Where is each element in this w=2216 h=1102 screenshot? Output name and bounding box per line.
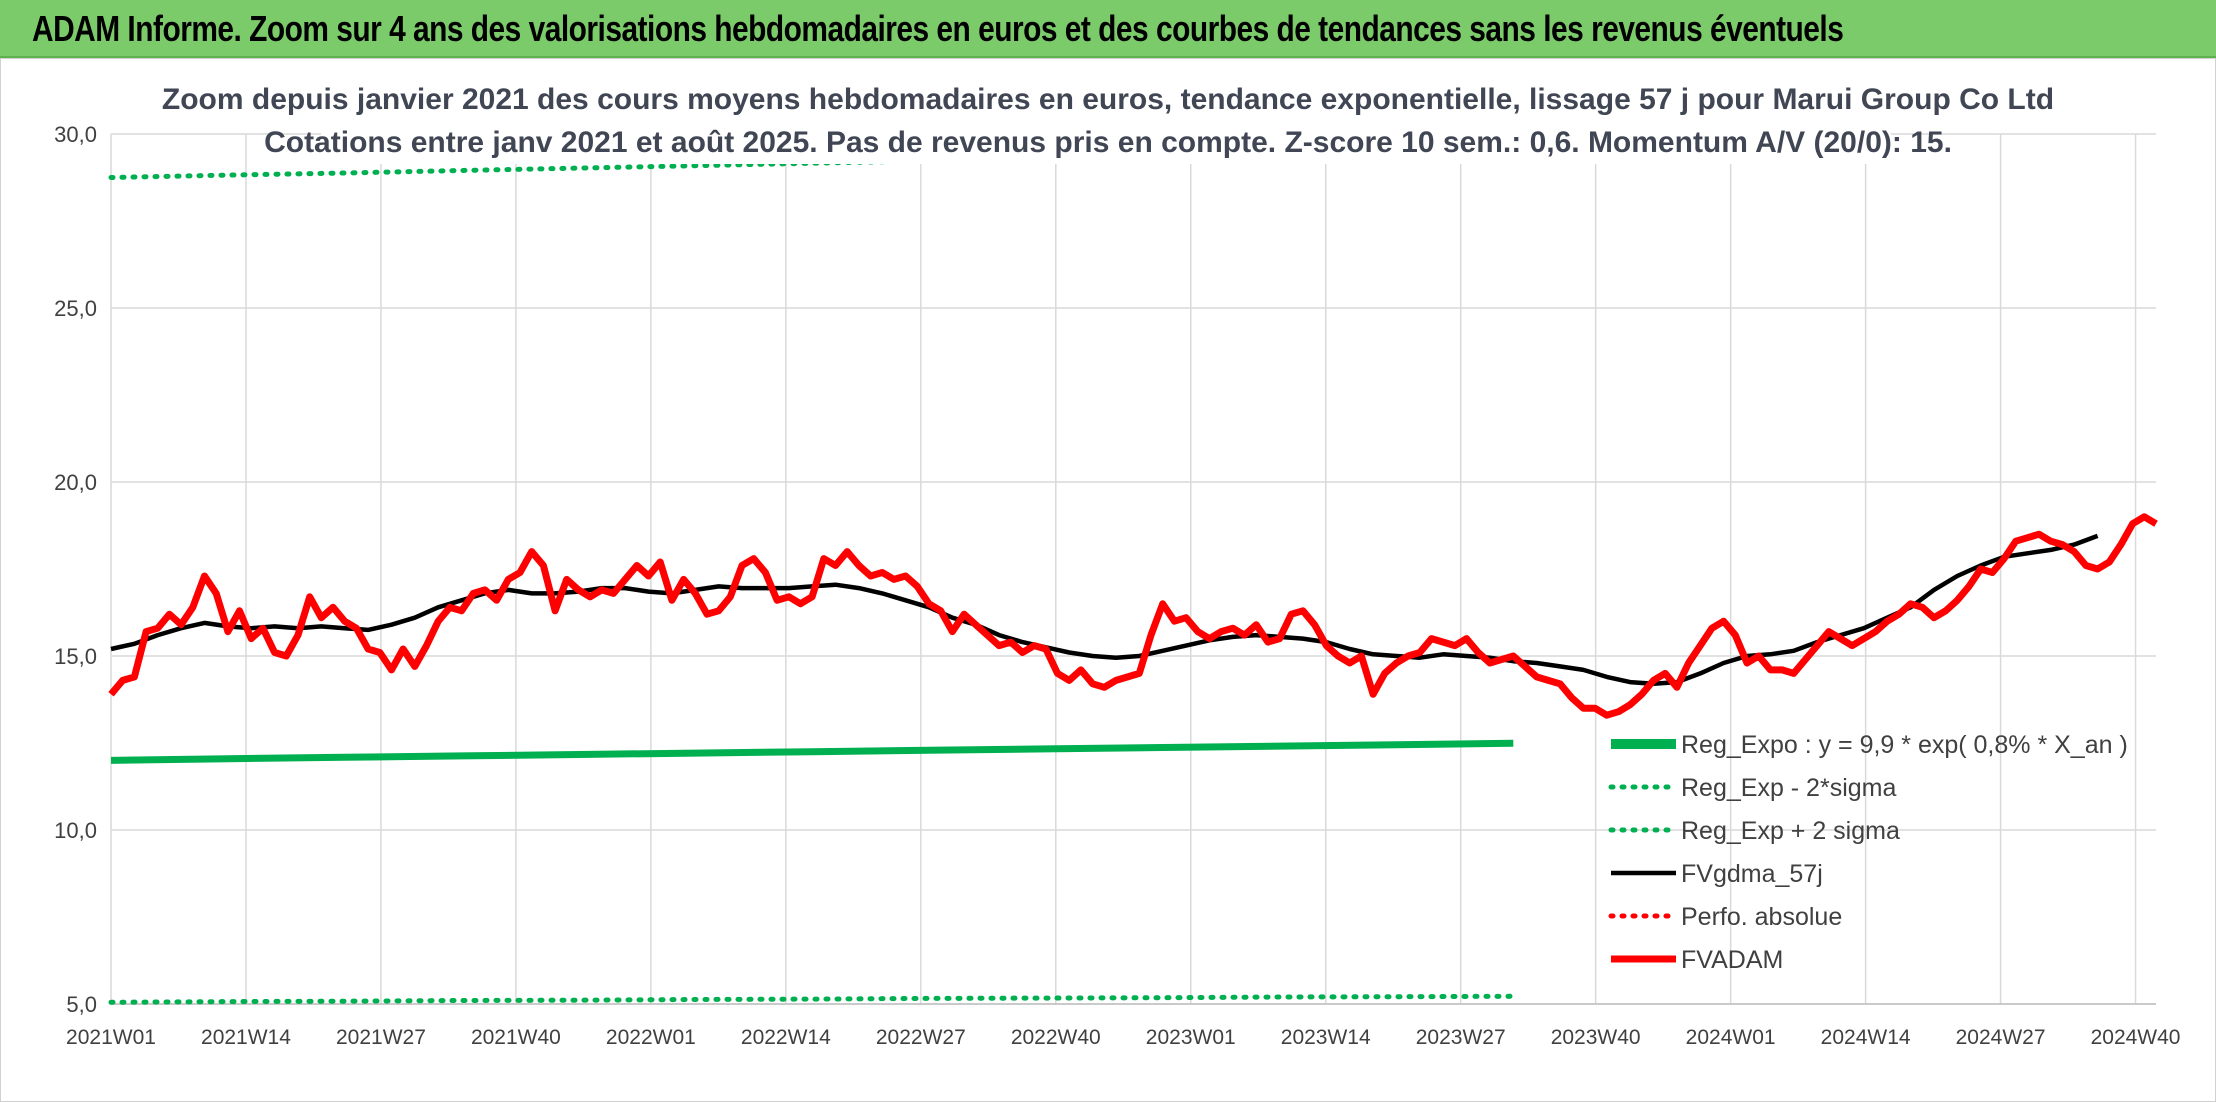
series-line-fvadam [108,513,2158,719]
x-tick-label: 2023W01 [1146,1026,1236,1049]
x-tick-label: 2022W14 [741,1026,831,1049]
x-tick-label: 2021W14 [201,1026,291,1049]
chart-frame: 5,0 10,0 15,0 20,0 25,0 30,0 2021W01 2021W14 20… [0,58,2216,1102]
line-chart: 5,010,015,020,025,030,0 2021W01 2021W14 20… [54,83,2181,1049]
x-tick-label: 2022W01 [606,1026,696,1049]
y-tick-label: 15,0 [54,644,97,669]
subtitle-backdrop [321,124,1891,164]
x-tick-label: 2024W01 [1686,1026,1776,1049]
legend-label: Perfo. absolue [1681,903,1842,931]
y-tick-label: 30,0 [54,122,97,147]
legend: Reg_Expo : y = 9,9 * exp( 0,8% * X_an ) R… [1608,731,2128,974]
y-tick-label: 10,0 [54,818,97,843]
x-tick-label: 2024W27 [1956,1026,2046,1049]
legend-label: FVADAM [1681,946,1783,974]
x-tick-label: 2022W40 [1011,1026,1101,1049]
title-banner: ADAM Informe. Zoom sur 4 ans des valoris… [0,0,2216,58]
legend-label: FVgdma_57j [1681,860,1823,888]
legend-label: Reg_Expo : y = 9,9 * exp( 0,8% * X_an ) [1681,731,2128,759]
chart-grid [110,133,2156,1005]
x-tick-label: 2023W14 [1281,1026,1371,1049]
x-tick-label: 2022W27 [876,1026,966,1049]
series-line-fvgdma-57j [110,533,2099,687]
x-tick-label: 2023W40 [1551,1026,1641,1049]
chart-subtitle-line-1: Zoom depuis janvier 2021 des cours moyen… [162,83,2054,116]
x-tick-label: 2024W14 [1821,1026,1911,1049]
series-line-reg-exp-2-sigma [108,993,1516,1005]
x-tick-label: 2021W01 [66,1026,156,1049]
x-axis: 2021W01 2021W14 2021W27 2021W40 2022W01 2022W… [66,1026,2181,1049]
y-tick-label: 25,0 [54,296,97,321]
x-tick-label: 2024W40 [2091,1026,2181,1049]
y-tick-label: 5,0 [66,992,97,1017]
legend-label: Reg_Exp - 2*sigma [1681,774,1896,802]
x-tick-label: 2021W40 [471,1026,561,1049]
page-title: ADAM Informe. Zoom sur 4 ans des valoris… [32,8,1844,49]
legend-label: Reg_Exp + 2 sigma [1681,817,1900,845]
y-tick-label: 20,0 [54,470,97,495]
x-tick-label: 2023W27 [1416,1026,1506,1049]
x-tick-label: 2021W27 [336,1026,426,1049]
series-line-reg-expo-y-9-9-exp-0-8-x-an [110,739,1514,764]
series-layer [108,124,2158,1005]
chart-subtitle-line-2: Cotations entre janv 2021 et août 2025. … [264,126,1952,159]
y-axis: 5,0 10,0 15,0 20,0 25,0 30,0 [54,122,97,1017]
